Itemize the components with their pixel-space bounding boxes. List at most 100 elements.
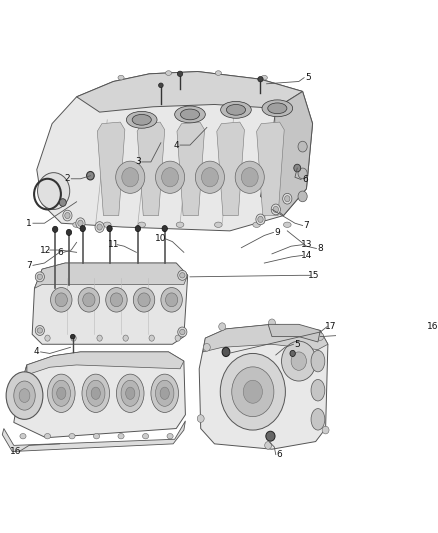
Ellipse shape xyxy=(271,204,280,215)
Ellipse shape xyxy=(311,409,325,430)
Ellipse shape xyxy=(167,433,173,439)
Ellipse shape xyxy=(122,168,139,187)
Ellipse shape xyxy=(138,222,145,228)
Ellipse shape xyxy=(138,293,150,306)
Polygon shape xyxy=(257,122,284,215)
Text: 16: 16 xyxy=(10,447,21,456)
Ellipse shape xyxy=(291,352,307,370)
Ellipse shape xyxy=(298,191,307,202)
Ellipse shape xyxy=(197,415,204,423)
Text: 15: 15 xyxy=(308,271,320,280)
Ellipse shape xyxy=(180,329,185,335)
Polygon shape xyxy=(32,263,188,344)
Ellipse shape xyxy=(159,83,163,87)
Polygon shape xyxy=(217,122,244,215)
Ellipse shape xyxy=(282,341,316,381)
Ellipse shape xyxy=(177,71,183,77)
Ellipse shape xyxy=(151,374,179,413)
Ellipse shape xyxy=(60,199,66,206)
Ellipse shape xyxy=(256,214,265,225)
Ellipse shape xyxy=(222,348,230,357)
Ellipse shape xyxy=(37,328,42,333)
Ellipse shape xyxy=(322,426,329,434)
Ellipse shape xyxy=(162,225,167,232)
Text: 11: 11 xyxy=(108,240,119,249)
Ellipse shape xyxy=(180,272,185,278)
Ellipse shape xyxy=(127,111,157,128)
Ellipse shape xyxy=(87,172,94,180)
Ellipse shape xyxy=(201,168,218,187)
Text: 2: 2 xyxy=(64,174,70,183)
Ellipse shape xyxy=(290,350,295,357)
Ellipse shape xyxy=(195,161,224,193)
Ellipse shape xyxy=(155,380,174,406)
Text: 6: 6 xyxy=(57,248,63,257)
Ellipse shape xyxy=(132,115,151,125)
Ellipse shape xyxy=(118,75,124,80)
Ellipse shape xyxy=(116,161,145,193)
Ellipse shape xyxy=(160,387,170,399)
Ellipse shape xyxy=(258,77,263,82)
Text: 1: 1 xyxy=(26,219,32,228)
Text: 14: 14 xyxy=(301,251,312,260)
Ellipse shape xyxy=(166,293,178,306)
Ellipse shape xyxy=(215,222,222,228)
Ellipse shape xyxy=(57,387,66,399)
Polygon shape xyxy=(37,71,313,231)
Ellipse shape xyxy=(178,270,187,280)
Ellipse shape xyxy=(93,433,99,439)
Ellipse shape xyxy=(50,288,72,312)
Ellipse shape xyxy=(35,272,44,282)
Ellipse shape xyxy=(221,101,251,118)
Ellipse shape xyxy=(175,335,180,341)
Text: 6: 6 xyxy=(302,175,308,184)
Text: 16: 16 xyxy=(427,322,438,331)
Ellipse shape xyxy=(219,323,226,330)
Ellipse shape xyxy=(283,193,292,204)
Ellipse shape xyxy=(311,379,325,401)
Ellipse shape xyxy=(87,380,105,406)
Ellipse shape xyxy=(166,71,172,75)
Polygon shape xyxy=(137,122,165,215)
Ellipse shape xyxy=(95,222,104,232)
Text: 17: 17 xyxy=(325,322,337,331)
Ellipse shape xyxy=(45,335,50,341)
Ellipse shape xyxy=(220,353,286,430)
Ellipse shape xyxy=(226,104,246,115)
Ellipse shape xyxy=(266,431,275,441)
Ellipse shape xyxy=(298,168,307,179)
Ellipse shape xyxy=(52,380,71,406)
Ellipse shape xyxy=(107,225,112,232)
Ellipse shape xyxy=(235,161,264,193)
Ellipse shape xyxy=(14,381,35,410)
Ellipse shape xyxy=(123,335,128,341)
Polygon shape xyxy=(203,325,328,352)
Ellipse shape xyxy=(175,106,205,123)
Ellipse shape xyxy=(53,227,58,232)
Polygon shape xyxy=(268,325,320,342)
Ellipse shape xyxy=(20,433,26,439)
Polygon shape xyxy=(27,352,184,375)
Ellipse shape xyxy=(44,433,50,439)
Ellipse shape xyxy=(317,333,324,341)
Ellipse shape xyxy=(283,222,291,228)
Ellipse shape xyxy=(135,225,141,232)
Ellipse shape xyxy=(110,293,123,306)
Ellipse shape xyxy=(261,75,267,80)
Ellipse shape xyxy=(82,374,110,413)
Polygon shape xyxy=(261,92,313,215)
Ellipse shape xyxy=(311,350,325,372)
Text: 9: 9 xyxy=(275,228,280,237)
Text: 8: 8 xyxy=(318,244,323,253)
Ellipse shape xyxy=(268,319,276,327)
Ellipse shape xyxy=(232,367,274,417)
Polygon shape xyxy=(97,122,125,215)
Ellipse shape xyxy=(97,335,102,341)
Ellipse shape xyxy=(71,334,75,339)
Ellipse shape xyxy=(80,225,85,232)
Text: 7: 7 xyxy=(304,221,309,230)
Ellipse shape xyxy=(273,206,279,213)
Ellipse shape xyxy=(73,222,81,228)
Ellipse shape xyxy=(103,222,111,228)
Ellipse shape xyxy=(117,374,144,413)
